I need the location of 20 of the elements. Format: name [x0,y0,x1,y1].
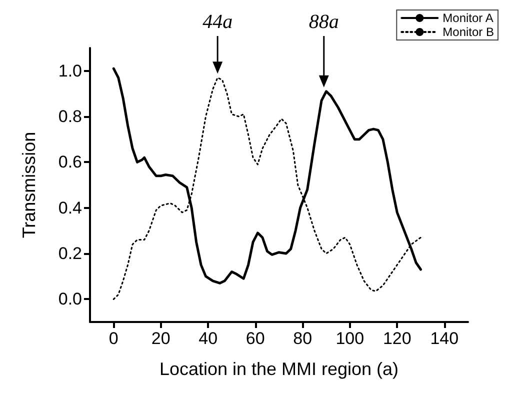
annotation: 88a [308,11,339,33]
x-tick-label: 140 [430,329,459,348]
x-tick-label: 60 [246,329,265,348]
y-tick-label: 0.8 [58,107,82,126]
y-tick-label: 0.4 [58,198,82,218]
y-tick-label: 1.0 [58,61,82,80]
y-tick-label: 0.6 [58,152,82,172]
x-tick-label: 20 [151,329,170,348]
y-tick-label: 0.0 [58,290,82,309]
x-axis-title: Location in the MMI region (a) [159,359,399,379]
annotation: 44a [202,11,233,33]
x-tick-label: 80 [293,329,312,348]
x-tick-label: 0 [108,329,118,348]
x-tick-label: 40 [198,329,218,348]
x-tick-label: 120 [382,329,412,348]
legend-label: Monitor B [442,25,494,39]
y-tick-label: 0.2 [58,244,82,263]
x-tick-label: 100 [336,329,364,348]
y-axis-title: Transmission [19,132,39,238]
legend-label: Monitor A [442,11,494,25]
